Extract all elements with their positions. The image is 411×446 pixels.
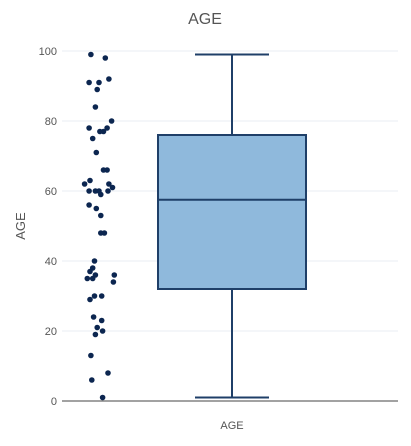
data-point-41 bbox=[90, 314, 97, 320]
data-point-26 bbox=[93, 205, 100, 212]
data-point-15 bbox=[104, 167, 110, 173]
y-tick-label-3: 60 bbox=[45, 186, 57, 198]
data-point-0 bbox=[88, 51, 94, 58]
data-point-25 bbox=[86, 202, 92, 208]
data-point-45 bbox=[92, 331, 99, 338]
data-point-8 bbox=[86, 125, 92, 131]
data-point-32 bbox=[87, 268, 93, 275]
points-layer bbox=[81, 51, 118, 401]
data-point-44 bbox=[99, 328, 106, 334]
data-point-6 bbox=[92, 104, 99, 110]
y-tick-label-2: 40 bbox=[45, 256, 57, 268]
chart-title: AGE bbox=[188, 11, 222, 28]
data-point-7 bbox=[108, 118, 115, 124]
data-point-39 bbox=[98, 293, 105, 299]
y-tick-label-0: 0 bbox=[51, 396, 57, 408]
box-layer bbox=[157, 53, 307, 399]
data-point-30 bbox=[91, 258, 98, 264]
data-point-46 bbox=[88, 352, 94, 359]
data-point-3 bbox=[86, 79, 92, 86]
data-point-11 bbox=[100, 128, 107, 135]
data-point-5 bbox=[94, 86, 100, 93]
data-point-2 bbox=[106, 76, 112, 82]
data-point-48 bbox=[89, 377, 95, 383]
data-point-47 bbox=[105, 370, 111, 376]
data-point-24 bbox=[98, 191, 104, 198]
data-point-35 bbox=[84, 275, 91, 282]
y-tick-label-4: 80 bbox=[45, 116, 57, 128]
y-tick-label-1: 20 bbox=[45, 326, 57, 338]
data-point-13 bbox=[93, 149, 100, 156]
data-point-19 bbox=[109, 184, 116, 191]
data-point-9 bbox=[104, 125, 110, 131]
data-point-49 bbox=[99, 394, 106, 401]
data-point-18 bbox=[106, 181, 112, 187]
data-point-37 bbox=[110, 279, 117, 285]
data-point-20 bbox=[86, 188, 92, 194]
text-layer: 0 20 40 60 80 100 AGE AGE AGE bbox=[13, 11, 244, 432]
data-point-38 bbox=[91, 293, 98, 299]
data-point-16 bbox=[87, 177, 93, 184]
data-point-42 bbox=[98, 317, 105, 324]
data-point-12 bbox=[89, 135, 96, 142]
data-point-43 bbox=[94, 324, 100, 331]
y-axis-label: AGE bbox=[13, 212, 28, 240]
data-point-17 bbox=[81, 181, 88, 187]
y-tick-label-5: 100 bbox=[39, 46, 57, 58]
data-point-27 bbox=[98, 212, 104, 219]
interquartile-box bbox=[157, 134, 307, 290]
data-point-1 bbox=[102, 55, 109, 61]
x-tick-label-0: AGE bbox=[220, 420, 243, 432]
data-point-34 bbox=[111, 272, 118, 278]
data-point-23 bbox=[105, 188, 111, 194]
data-point-29 bbox=[101, 230, 108, 236]
data-point-4 bbox=[96, 79, 102, 86]
data-point-36 bbox=[89, 275, 96, 282]
data-point-40 bbox=[87, 296, 93, 303]
